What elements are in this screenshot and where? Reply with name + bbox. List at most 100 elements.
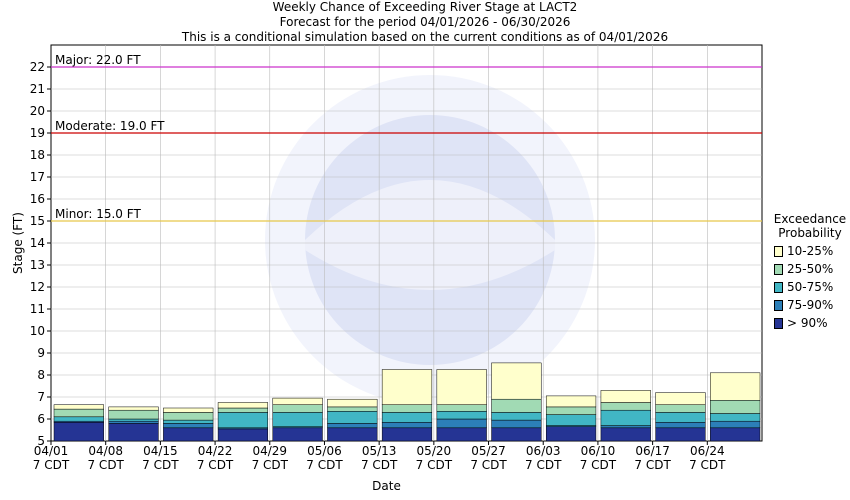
bar-segment-90 <box>217 428 269 442</box>
x-tick-label-date: 04/01 <box>34 444 69 458</box>
x-tick-label-time: 7 CDT <box>252 458 289 472</box>
legend-label: > 90% <box>787 316 828 330</box>
flood-stage-label-minor: Minor: 15.0 FT <box>55 207 141 221</box>
y-tick-label: 7 <box>37 390 45 404</box>
bar-segment-75-90 <box>710 420 761 429</box>
bar-segment-10-25 <box>545 395 597 408</box>
y-tick-label: 18 <box>30 148 45 162</box>
legend-item-10-25: 10-25% <box>774 242 850 260</box>
bar-segment-25-50 <box>381 404 433 413</box>
x-tick-label-date: 05/20 <box>417 444 452 458</box>
bar-segment-90 <box>272 427 323 442</box>
x-tick-label-date: 06/10 <box>581 444 616 458</box>
bar-segment-50-75 <box>108 418 159 422</box>
legend-swatch <box>774 245 783 257</box>
flood-stage-label-major: Major: 22.0 FT <box>55 53 141 67</box>
legend-item-50-75: 50-75% <box>774 278 850 296</box>
bar-segment-50-75 <box>710 413 761 422</box>
y-tick-label: 5 <box>37 434 45 448</box>
legend-label: 10-25% <box>787 244 834 258</box>
x-tick-label-date: 04/15 <box>143 444 178 458</box>
x-tick-label-date: 05/27 <box>471 444 506 458</box>
bar-segment-90 <box>381 427 433 442</box>
bar-segment-25-50 <box>655 404 706 413</box>
bar-segment-50-75 <box>491 412 542 421</box>
x-tick-label-date: 04/22 <box>198 444 233 458</box>
y-tick-label: 9 <box>37 346 45 360</box>
legend-item-90: > 90% <box>774 314 850 332</box>
x-tick-label-date: 06/03 <box>526 444 561 458</box>
flood-stage-label-moderate: Moderate: 19.0 FT <box>55 119 165 133</box>
bar-segment-10-25 <box>436 369 487 405</box>
bar-segment-50-75 <box>436 411 487 420</box>
bar-segment-25-50 <box>53 408 104 418</box>
x-tick-label-time: 7 CDT <box>470 458 507 472</box>
y-tick-label: 19 <box>30 126 45 140</box>
y-tick-label: 6 <box>37 412 45 426</box>
bar-segment-25-50 <box>108 409 159 420</box>
bar-segment-75-90 <box>436 418 487 429</box>
bar-segment-25-50 <box>217 407 269 413</box>
legend-label: 50-75% <box>787 280 834 294</box>
watermark-bird <box>305 180 555 290</box>
legend-swatch <box>774 281 783 293</box>
bar-segment-25-50 <box>272 404 323 413</box>
x-tick-label-time: 7 CDT <box>525 458 562 472</box>
legend-item-75-90: 75-90% <box>774 296 850 314</box>
bar-segment-10-25 <box>710 372 761 401</box>
bar-segment-25-50 <box>491 398 542 413</box>
x-tick-label-time: 7 CDT <box>142 458 179 472</box>
chart-title: Weekly Chance of Exceeding River Stage a… <box>272 0 578 14</box>
bar-segment-25-50 <box>545 406 597 415</box>
x-tick-label-date: 04/08 <box>88 444 123 458</box>
bar-segment-75-90 <box>163 423 214 429</box>
x-tick-label-time: 7 CDT <box>197 458 234 472</box>
x-tick-label-time: 7 CDT <box>33 458 70 472</box>
x-tick-label-date: 04/29 <box>252 444 287 458</box>
bar-segment-75-90 <box>491 419 542 429</box>
y-tick-label: 22 <box>30 60 45 74</box>
x-tick-label-date: 06/17 <box>635 444 670 458</box>
bar-segment-10-25 <box>600 390 651 403</box>
bar-segment-90 <box>655 427 706 442</box>
x-tick-label-time: 7 CDT <box>689 458 726 472</box>
bar-segment-25-50 <box>327 406 378 412</box>
chart-title-block: Weekly Chance of Exceeding River Stage a… <box>0 0 850 45</box>
bar-segment-90 <box>600 427 651 442</box>
legend-label: 25-50% <box>787 262 834 276</box>
y-tick-label: 12 <box>30 280 45 294</box>
y-tick-label: 13 <box>30 258 45 272</box>
x-tick-label-time: 7 CDT <box>361 458 398 472</box>
chart-subtitle-note: This is a conditional simulation based o… <box>181 30 669 44</box>
bar-segment-90 <box>436 427 487 442</box>
bar-segment-75-90 <box>600 425 651 429</box>
y-tick-label: 15 <box>30 214 45 228</box>
bar-segment-50-75 <box>600 409 651 426</box>
bar-segment-50-75 <box>163 419 214 424</box>
bar-segment-10-25 <box>163 407 214 413</box>
bar-segment-90 <box>491 427 542 442</box>
legend-swatch <box>774 299 783 311</box>
bar-segment-75-90 <box>381 422 433 429</box>
bar-segment-10-25 <box>108 406 159 411</box>
y-tick-label: 20 <box>30 104 45 118</box>
x-tick-label-time: 7 CDT <box>87 458 124 472</box>
bar-segment-50-75 <box>53 416 104 422</box>
bar-segment-90 <box>163 427 214 442</box>
legend-swatch <box>774 317 783 329</box>
x-tick-label-date: 05/06 <box>307 444 342 458</box>
legend-title: Exceedance <box>773 212 847 226</box>
legend-item-25-50: 25-50% <box>774 260 850 278</box>
y-tick-label: 14 <box>30 236 45 250</box>
legend: Exceedance Probability 10-25% 25-50% 50-… <box>770 212 850 332</box>
y-axis-title: Stage (FT) <box>11 212 25 274</box>
legend-label: 75-90% <box>787 298 834 312</box>
y-tick-label: 16 <box>30 192 45 206</box>
bar-segment-25-50 <box>600 402 651 411</box>
bar-segment-10-25 <box>217 402 269 409</box>
y-tick-label: 10 <box>30 324 45 338</box>
x-tick-label-time: 7 CDT <box>306 458 343 472</box>
legend-subtitle: Probability <box>778 226 842 240</box>
bar-segment-25-50 <box>436 404 487 412</box>
